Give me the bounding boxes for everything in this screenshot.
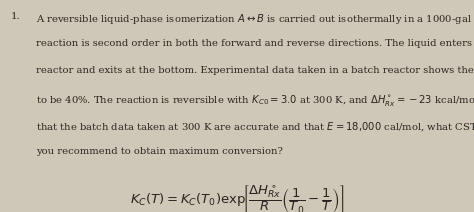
- Text: reaction is second order in both the forward and reverse directions. The liquid : reaction is second order in both the for…: [36, 39, 474, 48]
- Text: reactor and exits at the bottom. Experimental data taken in a batch reactor show: reactor and exits at the bottom. Experim…: [36, 66, 474, 75]
- Text: you recommend to obtain maximum conversion?: you recommend to obtain maximum conversi…: [36, 147, 283, 156]
- Text: 1.: 1.: [10, 12, 20, 21]
- Text: to be 40%. The reaction is reversible with $K_{C0} = 3.0$ at 300 K, and $\Delta : to be 40%. The reaction is reversible wi…: [36, 93, 474, 108]
- Text: that the batch data taken at 300 K are accurate and that $E = 18{,}000$ cal/mol,: that the batch data taken at 300 K are a…: [36, 120, 474, 134]
- Text: $K_C(T) = K_C(T_0)\mathrm{exp}\!\left[\dfrac{\Delta H^\circ_{Rx}}{R}\left(\dfrac: $K_C(T) = K_C(T_0)\mathrm{exp}\!\left[\d…: [130, 183, 344, 212]
- Text: A reversible liquid-phase isomerization $A \leftrightarrow B$ is carried out iso: A reversible liquid-phase isomerization …: [36, 12, 474, 26]
